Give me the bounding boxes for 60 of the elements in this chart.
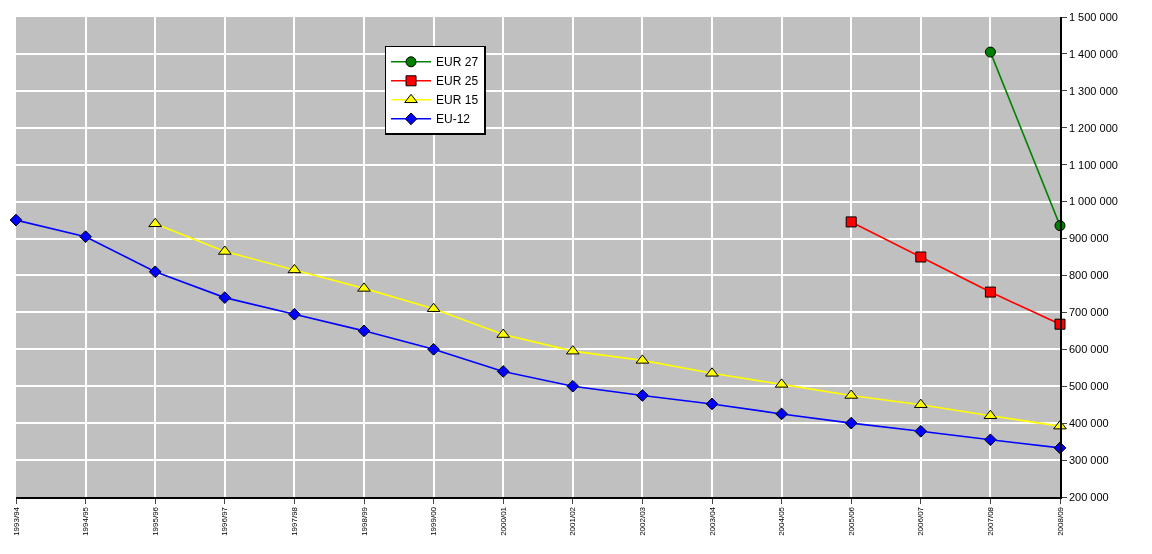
point bbox=[357, 282, 371, 292]
point bbox=[357, 324, 371, 338]
point bbox=[218, 291, 232, 304]
point bbox=[496, 365, 510, 378]
x-tick-label: 2004/05 bbox=[777, 506, 787, 536]
x-tick-label: 1997/98 bbox=[290, 506, 299, 536]
point bbox=[844, 416, 858, 430]
x-tick-label: 2006/07 bbox=[916, 506, 926, 536]
y-tick-label: 600 000 bbox=[1068, 343, 1109, 356]
legend-label: EU-12 bbox=[436, 112, 471, 127]
x-tick-label: 1995/96 bbox=[150, 506, 160, 536]
x-tick-label: 2007/08 bbox=[986, 506, 995, 536]
y-tick-label: 1 100 000 bbox=[1068, 158, 1118, 171]
y-tick-label: 1 500 000 bbox=[1068, 10, 1118, 23]
point bbox=[9, 213, 23, 227]
y-tick-label: 1 200 000 bbox=[1068, 121, 1118, 134]
point bbox=[705, 367, 719, 377]
x-tick-label: 1993/94 bbox=[11, 506, 21, 536]
x-tick-label: 1998/99 bbox=[359, 506, 369, 536]
point bbox=[1054, 318, 1066, 330]
x-tick-label: 1996/97 bbox=[220, 506, 230, 536]
point bbox=[148, 265, 162, 279]
legend-label: EUR 27 bbox=[436, 55, 479, 70]
point bbox=[288, 307, 301, 321]
point bbox=[984, 46, 996, 58]
point bbox=[636, 389, 649, 402]
legend-label: EUR 15 bbox=[436, 93, 479, 108]
point bbox=[1053, 420, 1067, 430]
y-tick-label: 500 000 bbox=[1068, 380, 1109, 393]
x-tick-label: 2008/09 bbox=[1055, 506, 1065, 536]
x-tick-label: 2003/04 bbox=[707, 506, 717, 536]
point bbox=[287, 263, 302, 274]
x-tick-label: 2002/03 bbox=[638, 506, 647, 536]
point bbox=[915, 251, 927, 263]
point bbox=[775, 407, 788, 421]
x-tick-label: 2001/02 bbox=[568, 506, 578, 536]
x-tick-label: 2005/06 bbox=[846, 506, 856, 536]
point bbox=[983, 409, 998, 420]
point bbox=[845, 216, 857, 228]
point bbox=[914, 424, 928, 438]
legend-label: EUR 25 bbox=[436, 74, 479, 89]
point bbox=[79, 230, 92, 244]
x-tick-label: 1994/95 bbox=[81, 506, 91, 536]
y-tick-label: 1 300 000 bbox=[1068, 84, 1118, 97]
point bbox=[705, 397, 719, 411]
point bbox=[148, 217, 163, 228]
point bbox=[566, 379, 580, 393]
y-tick-label: 800 000 bbox=[1068, 269, 1109, 282]
y-tick-label: 1 000 000 bbox=[1068, 195, 1118, 208]
y-tick-label: 900 000 bbox=[1068, 232, 1109, 245]
x-tick-label: 2000/01 bbox=[498, 506, 508, 536]
y-tick-label: 1 400 000 bbox=[1068, 47, 1118, 60]
y-tick-label: 700 000 bbox=[1068, 306, 1109, 319]
x-tick-label: 1999/00 bbox=[429, 506, 439, 536]
point bbox=[984, 286, 996, 298]
point bbox=[984, 433, 997, 447]
y-tick-label: 200 000 bbox=[1068, 490, 1109, 503]
y-tick-label: 300 000 bbox=[1068, 453, 1109, 466]
point bbox=[427, 342, 440, 356]
y-tick-label: 400 000 bbox=[1068, 417, 1109, 429]
